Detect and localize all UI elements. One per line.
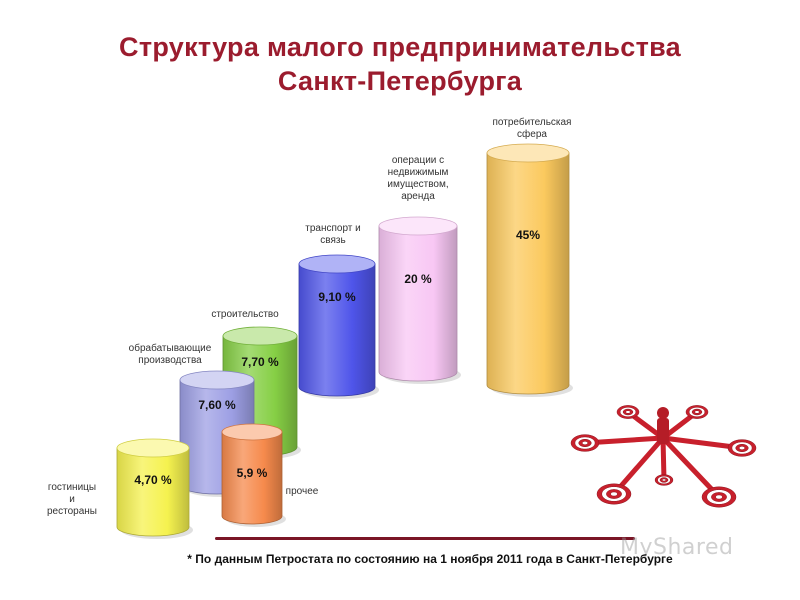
arrow-shaft	[611, 435, 666, 497]
arrow-shaft	[660, 435, 667, 483]
value-label-2: 7,70 %	[241, 355, 279, 369]
cylinder-top	[486, 143, 570, 163]
target-icon	[661, 478, 667, 482]
value-label-0: 4,70 %	[134, 473, 172, 487]
page-title: Структура малого предпринимательства Сан…	[0, 30, 800, 98]
target-icon	[694, 410, 700, 414]
cylinder-bar-4: 20 %	[378, 216, 461, 384]
footnote-divider	[215, 537, 635, 540]
arrow-shaft	[660, 435, 722, 500]
value-label-1: 7,60 %	[198, 398, 236, 412]
category-label-2: строительство	[211, 309, 279, 320]
person-icon	[657, 418, 669, 444]
category-label-5: потребительская сфера	[493, 116, 572, 140]
category-label-3: транспорт и связь	[305, 223, 361, 246]
cylinder-body	[116, 447, 190, 537]
cylinder-top	[222, 326, 298, 346]
value-label-5: 45%	[516, 228, 540, 242]
cylinder-top	[298, 254, 376, 274]
cylinder-top	[221, 423, 283, 441]
value-label-3: 9,10 %	[318, 290, 356, 304]
footnote: * По данным Петростата по состоянию на 1…	[187, 552, 673, 566]
cylinder-body	[378, 225, 458, 382]
cylinder-bar-3: 9,10 %	[298, 254, 379, 399]
target-icon	[581, 441, 589, 445]
target-icon	[610, 491, 618, 497]
cylinder-body	[486, 152, 570, 395]
cylinder-body	[298, 263, 376, 397]
value-label-4: 20 %	[404, 272, 432, 286]
target-icon	[625, 410, 631, 414]
watermark: MyShared	[620, 535, 734, 560]
targets-illustration	[570, 405, 757, 508]
cylinder-top	[378, 216, 458, 236]
person-head-icon	[657, 407, 669, 419]
cylinder-body	[221, 431, 283, 525]
target-icon	[738, 446, 746, 450]
cylinder-bar-5: 45%	[486, 143, 573, 397]
value-label-6: 5,9 %	[237, 466, 268, 480]
title-line-1: Структура малого предпринимательства	[119, 32, 681, 62]
cylinder-bar-0: 4,70 %	[116, 438, 193, 539]
category-label-0: гостиницы и рестораны	[47, 482, 97, 517]
cylinder-top	[116, 438, 190, 458]
title-line-2: Санкт-Петербурга	[277, 66, 523, 96]
category-label-4: операции с недвижимым имуществом, аренда	[387, 155, 448, 202]
category-label-6: прочее	[286, 486, 319, 497]
category-label-1: обрабатывающие производства	[129, 342, 212, 366]
target-icon	[715, 494, 723, 500]
cylinder-bar-6: 5,9 %	[221, 423, 286, 527]
cylinder-top	[179, 370, 255, 390]
